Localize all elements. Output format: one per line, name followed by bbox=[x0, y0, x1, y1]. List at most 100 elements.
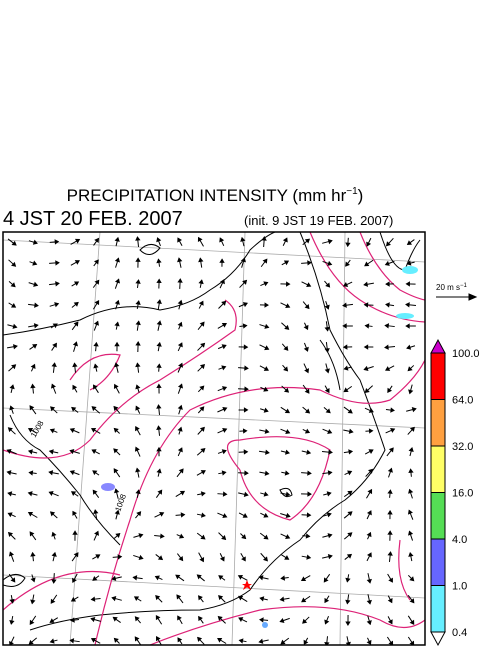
wind-arrow-head bbox=[113, 427, 119, 433]
wind-arrow-head bbox=[326, 512, 332, 518]
wind-arrow-head bbox=[242, 323, 248, 329]
wind-arrow-head bbox=[237, 595, 244, 601]
wind-arrow-head bbox=[72, 510, 78, 516]
wind-arrow-head bbox=[156, 341, 162, 347]
wind-arrow-head bbox=[240, 257, 246, 263]
wind-arrow-head bbox=[285, 303, 291, 309]
wind-arrow-head bbox=[327, 470, 333, 476]
wind-arrow-head bbox=[200, 512, 206, 518]
wind-arrow-head bbox=[93, 259, 99, 265]
precip-patch bbox=[262, 622, 268, 628]
colorbar-top-triangle bbox=[430, 338, 446, 354]
colorbar-segment bbox=[430, 538, 446, 586]
wind-arrow-head bbox=[156, 258, 162, 264]
wind-arrow-head bbox=[135, 320, 141, 326]
wind-arrow-head bbox=[304, 388, 310, 394]
wind-arrow-head bbox=[94, 530, 99, 536]
wind-arrow-head bbox=[305, 533, 311, 539]
wind-arrow-head bbox=[262, 258, 268, 264]
wind-arrow-head bbox=[408, 389, 414, 395]
wind-arrow-head bbox=[27, 427, 34, 433]
wind-arrow-head bbox=[74, 260, 80, 265]
wind-arrow-head bbox=[347, 511, 353, 517]
wind-arrow-head bbox=[258, 638, 264, 644]
colorbar-label: 1.0 bbox=[452, 581, 467, 593]
wind-arrow-head bbox=[29, 531, 35, 537]
wind-arrow-head bbox=[69, 449, 75, 455]
wind-arrow-head bbox=[7, 531, 14, 538]
wind-arrow-head bbox=[385, 241, 391, 247]
wind-arrow-head bbox=[10, 577, 16, 583]
wind-arrow-head bbox=[72, 577, 77, 583]
wind-arrow-head bbox=[135, 236, 141, 241]
valid-time: 4 JST 20 FEB. 2007 bbox=[3, 208, 183, 230]
contour-label: 1008 bbox=[113, 492, 128, 512]
wind-arrow-head bbox=[93, 509, 99, 514]
wind-arrow-head bbox=[113, 383, 119, 389]
wind-arrow-head bbox=[93, 384, 98, 390]
wind-arrow-head bbox=[200, 491, 206, 497]
title-text: PRECIPITATION INTENSITY (mm hr bbox=[67, 186, 347, 205]
wind-arrow-head bbox=[258, 575, 264, 581]
wind-arrow-head bbox=[199, 321, 205, 327]
wind-arrow-head bbox=[222, 491, 228, 497]
wind-arrow-head bbox=[177, 383, 184, 389]
wind-arrow-head bbox=[221, 365, 227, 371]
wind-arrow-head bbox=[32, 344, 38, 349]
wind-scale-text: 20 m s bbox=[436, 283, 460, 292]
wind-arrow-head bbox=[199, 557, 205, 563]
wind-arrow-head bbox=[265, 449, 270, 455]
wind-arrow-head bbox=[156, 363, 162, 369]
wind-arrow-head bbox=[388, 447, 394, 453]
wind-arrow-head bbox=[51, 551, 57, 557]
wind-arrow-head bbox=[34, 302, 39, 308]
wind-arrow-head bbox=[114, 509, 120, 515]
wind-arrow-head bbox=[368, 468, 374, 474]
wind-arrow-head bbox=[9, 384, 15, 390]
wind-arrow-head bbox=[114, 299, 120, 305]
wind-arrow-head bbox=[342, 302, 347, 308]
wind-arrow-head bbox=[156, 320, 162, 326]
wind-arrow-head bbox=[366, 599, 372, 605]
wind-arrow-head bbox=[264, 302, 269, 308]
wind-arrow-head bbox=[91, 406, 97, 412]
wind-arrow-head bbox=[28, 639, 34, 645]
wind-arrow-head bbox=[6, 470, 12, 476]
wind-arrow-head bbox=[342, 344, 348, 350]
wind-arrow-head bbox=[48, 470, 54, 476]
wind-arrow-head bbox=[156, 237, 162, 243]
wind-arrow-head bbox=[306, 282, 312, 288]
wind-scale-arrow bbox=[436, 293, 478, 301]
wind-arrow-head bbox=[238, 617, 244, 622]
wind-arrow-head bbox=[70, 596, 77, 602]
wind-arrow-head bbox=[387, 387, 393, 394]
wind-arrow-head bbox=[73, 301, 79, 307]
wind-arrow-head bbox=[280, 639, 286, 645]
wind-arrow-head bbox=[219, 556, 225, 562]
wind-arrow-head bbox=[285, 429, 291, 434]
wind-arrow-head bbox=[90, 428, 97, 433]
wind-arrow-head bbox=[222, 406, 228, 412]
wind-arrow-head bbox=[72, 362, 78, 368]
wind-arrow-head bbox=[11, 240, 17, 246]
wind-arrow-head bbox=[178, 533, 185, 539]
wind-arrow-head bbox=[263, 491, 269, 497]
wind-arrow-head bbox=[30, 383, 36, 389]
wind-arrow-head bbox=[324, 619, 330, 625]
wind-arrow-head bbox=[200, 534, 206, 540]
wind-arrow-head bbox=[135, 362, 141, 368]
wind-arrow-head bbox=[363, 365, 369, 371]
wind-arrow-head bbox=[27, 449, 33, 455]
wind-arrow-head bbox=[343, 365, 349, 371]
wind-arrow-head bbox=[284, 555, 290, 560]
wind-arrow-head bbox=[243, 449, 249, 455]
wind-arrow-head bbox=[179, 490, 186, 496]
wind-arrow-head bbox=[324, 348, 330, 353]
wind-arrow-head bbox=[366, 578, 372, 584]
wind-arrow-head bbox=[364, 323, 370, 329]
wind-arrow-head bbox=[390, 428, 396, 433]
wind-arrow-head bbox=[303, 346, 309, 352]
precip-patches bbox=[101, 266, 418, 628]
wind-arrow-head bbox=[366, 241, 372, 247]
